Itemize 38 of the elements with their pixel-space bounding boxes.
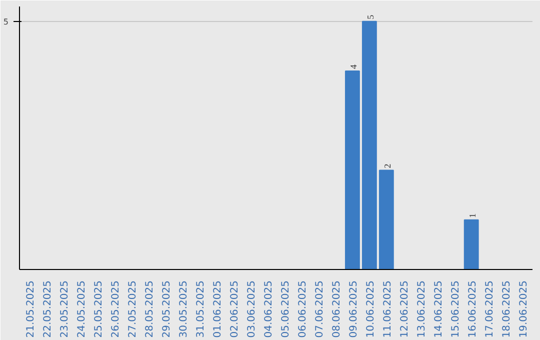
bar — [344, 70, 360, 270]
x-tick-label: 02.06.2025 — [230, 280, 241, 338]
x-tick-label: 21.05.2025 — [26, 280, 37, 338]
x-tick-label: 15.06.2025 — [450, 280, 462, 338]
x-tick-label: 09.06.2025 — [348, 280, 360, 338]
x-tick-label: 05.06.2025 — [280, 280, 292, 338]
x-tick-label: 17.06.2025 — [484, 280, 496, 338]
x-tick-label: 26.05.2025 — [110, 280, 122, 338]
x-tick-label: 19.06.2025 — [518, 280, 530, 338]
x-tick-label: 13.06.2025 — [416, 280, 428, 338]
x-tick-label: 04.06.2025 — [264, 280, 275, 338]
x-tick-label: 06.06.2025 — [297, 280, 308, 338]
x-tick-label: 22.05.2025 — [42, 280, 54, 338]
x-tick-label: 18.06.2025 — [501, 280, 512, 338]
x-tick-label: 27.05.2025 — [128, 280, 139, 338]
x-tick-label: 10.06.2025 — [365, 280, 376, 338]
x-tick-label: 29.05.2025 — [162, 280, 173, 338]
x-tick-label: 23.05.2025 — [60, 280, 71, 338]
x-tick-label: 25.05.2025 — [94, 280, 105, 338]
x-tick-label: 30.05.2025 — [178, 280, 190, 338]
x-tick-label: 08.06.2025 — [331, 280, 342, 338]
bar — [362, 20, 377, 270]
x-tick-label: 14.06.2025 — [433, 280, 444, 338]
x-tick-label: 03.06.2025 — [246, 280, 258, 338]
x-tick-label: 12.06.2025 — [399, 280, 410, 338]
x-tick-label: 28.05.2025 — [144, 280, 156, 338]
data-label: 5 — [365, 14, 376, 20]
x-tick-label: 31.05.2025 — [196, 280, 207, 338]
bar — [464, 219, 479, 270]
data-label: 1 — [467, 213, 478, 218]
x-tick-label: 01.06.2025 — [212, 280, 224, 338]
x-tick-label: 07.06.2025 — [314, 280, 326, 338]
x-tick-label: 16.06.2025 — [467, 280, 478, 338]
x-tick-label: 24.05.2025 — [76, 280, 88, 338]
x-tick-label: 11.06.2025 — [382, 280, 394, 338]
data-label: 4 — [348, 64, 358, 70]
data-label: 2 — [382, 164, 392, 168]
bar — [378, 170, 394, 270]
